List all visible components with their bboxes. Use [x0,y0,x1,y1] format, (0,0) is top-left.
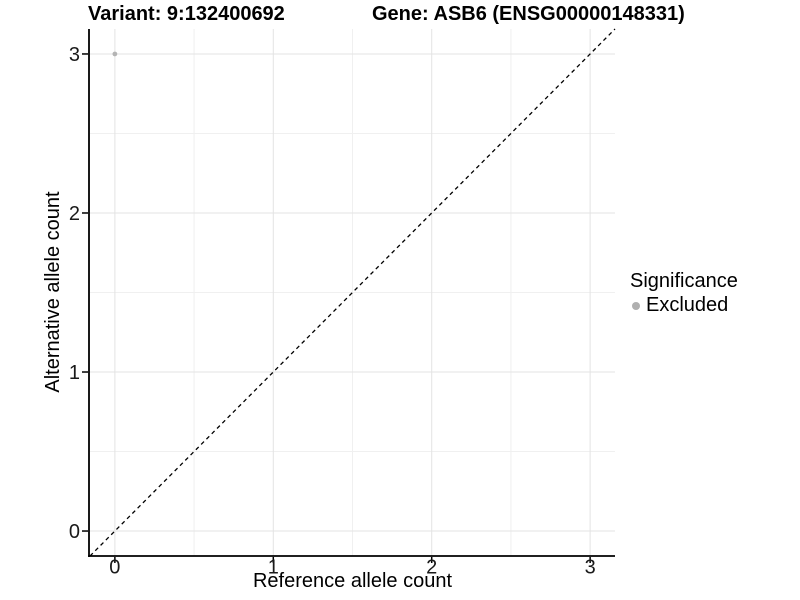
y-tick-label: 1 [69,362,80,384]
x-tick-label: 3 [585,557,596,579]
identity-line [89,28,616,557]
legend-item-excluded: Excluded [630,294,738,317]
legend: Significance Excluded [630,270,738,317]
legend-item-label: Excluded [646,294,729,316]
x-tick-label: 1 [268,557,279,579]
x-axis-title: Reference allele count [252,570,452,592]
x-tick-label: 0 [109,557,120,579]
legend-point-icon [632,301,640,310]
legend-title: Significance [630,270,738,292]
y-tick-label: 3 [69,44,80,66]
plot-title-gene: Gene: ASB6 (ENSG00000148331) [372,3,685,25]
y-axis-title: Alternative allele count [42,191,64,393]
y-tick-label: 2 [69,203,80,225]
plot-title-variant: Variant: 9:132400692 [88,3,285,25]
y-tick-label: 0 [69,521,80,543]
data-point [112,51,118,57]
x-tick-label: 2 [426,557,437,579]
